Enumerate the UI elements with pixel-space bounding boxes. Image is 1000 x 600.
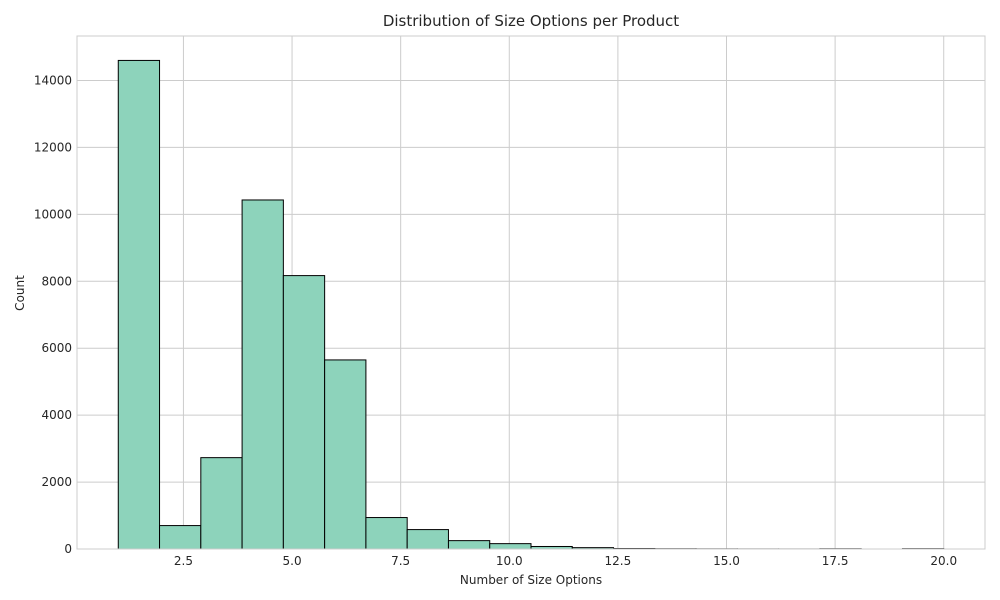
x-tick-label: 17.5 xyxy=(822,554,849,568)
histogram-bar xyxy=(282,275,326,550)
histogram-bar xyxy=(365,517,408,550)
y-tick-label: 12000 xyxy=(34,140,72,154)
x-tick-label: 10.0 xyxy=(496,554,523,568)
x-tick-label: 15.0 xyxy=(713,554,740,568)
y-tick-label: 10000 xyxy=(34,207,72,221)
x-tick-label: 20.0 xyxy=(930,554,957,568)
histogram-bar xyxy=(241,199,284,550)
x-tick-label: 7.5 xyxy=(391,554,410,568)
y-tick-label: 0 xyxy=(64,542,72,556)
y-axis-ticks: 0 2000 4000 6000 8000 10000 12000 14000 xyxy=(34,74,72,556)
y-tick-label: 6000 xyxy=(41,341,72,355)
histogram-bar xyxy=(200,457,243,550)
x-tick-label: 5.0 xyxy=(283,554,302,568)
axes-frame xyxy=(76,35,986,550)
x-axis-label: Number of Size Options xyxy=(460,573,602,587)
x-tick-label: 2.5 xyxy=(174,554,193,568)
chart-title: Distribution of Size Options per Product xyxy=(383,12,679,30)
histogram-bars xyxy=(117,59,945,550)
histogram-bar xyxy=(324,359,367,550)
histogram-bar xyxy=(406,529,449,550)
y-axis-label: Count xyxy=(13,275,27,311)
y-tick-label: 2000 xyxy=(41,475,72,489)
x-tick-label: 12.5 xyxy=(605,554,632,568)
histogram-bar xyxy=(117,59,161,550)
y-tick-label: 8000 xyxy=(41,274,72,288)
x-axis-ticks: 2.5 5.0 7.5 10.0 12.5 15.0 17.5 20.0 xyxy=(174,554,957,568)
grid-lines xyxy=(77,36,985,550)
y-tick-label: 4000 xyxy=(41,408,72,422)
histogram-bar xyxy=(489,543,532,550)
y-tick-label: 14000 xyxy=(34,74,72,88)
histogram-bar xyxy=(447,540,491,550)
histogram-bar xyxy=(159,525,202,550)
